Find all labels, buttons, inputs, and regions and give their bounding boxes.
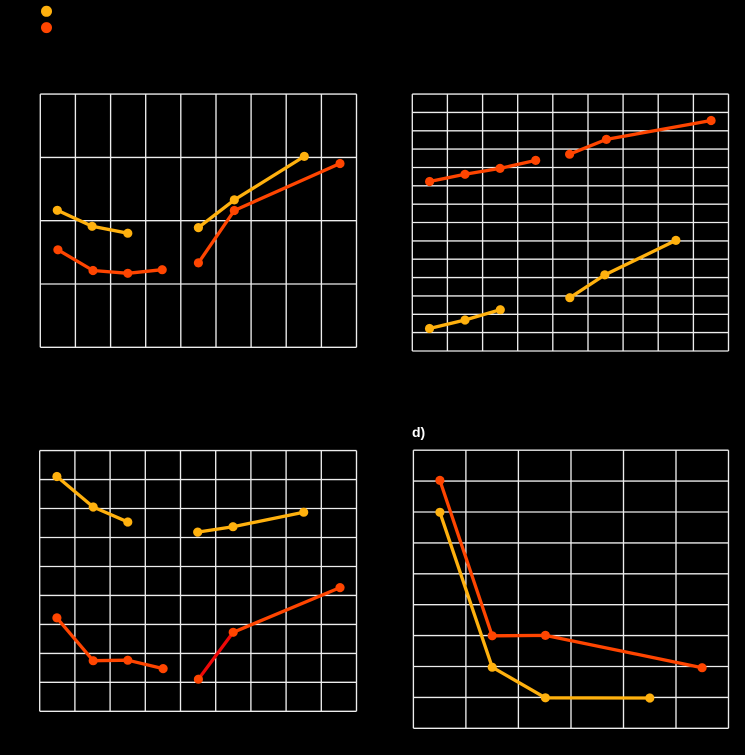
svg-text:d): d) — [412, 424, 425, 440]
